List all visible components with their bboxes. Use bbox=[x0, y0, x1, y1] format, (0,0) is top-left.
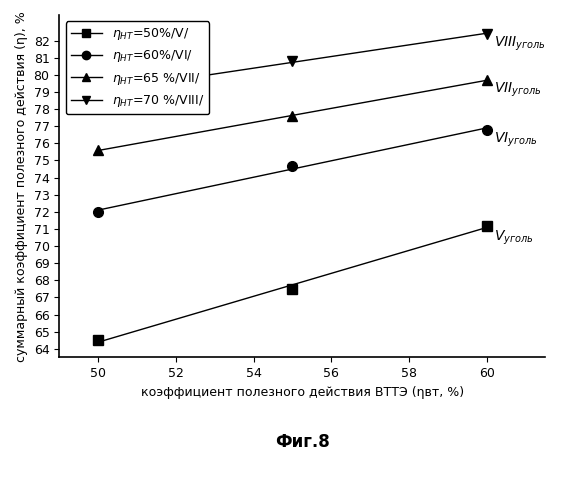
Text: $\mathit{VI}_{уголь}$: $\mathit{VI}_{уголь}$ bbox=[494, 131, 538, 149]
Text: Фиг.8: Фиг.8 bbox=[275, 432, 329, 450]
Legend: $\eta_{HT}$=50%/V/, $\eta_{HT}$=60%/VI/, $\eta_{HT}$=65 %/VII/, $\eta_{HT}$=70 %: $\eta_{HT}$=50%/V/, $\eta_{HT}$=60%/VI/,… bbox=[66, 21, 209, 114]
Y-axis label: суммарный коэффициент полезного действия (η), %: суммарный коэффициент полезного действия… bbox=[15, 11, 28, 362]
Text: $\mathit{VII}_{уголь}$: $\mathit{VII}_{уголь}$ bbox=[494, 81, 542, 100]
Text: $\mathit{VIII}_{уголь}$: $\mathit{VIII}_{уголь}$ bbox=[494, 35, 546, 53]
Text: $\mathit{V}_{уголь}$: $\mathit{V}_{уголь}$ bbox=[494, 228, 534, 246]
X-axis label: коэффициент полезного действия ВТТЭ (ηвт, %): коэффициент полезного действия ВТТЭ (ηвт… bbox=[140, 386, 464, 398]
